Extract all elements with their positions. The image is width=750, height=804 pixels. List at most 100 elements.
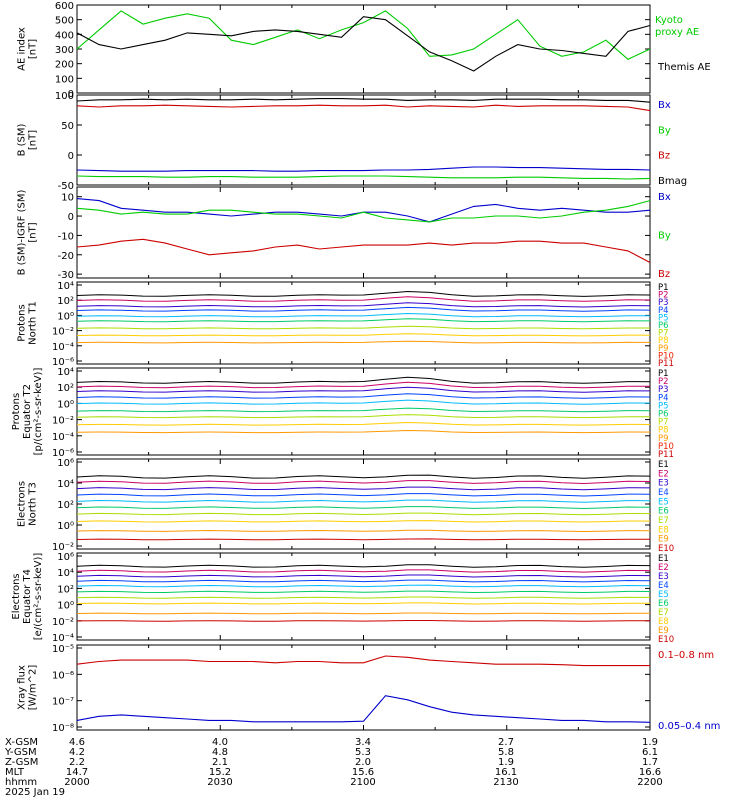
y-tick-label-4: 10⁻⁴ xyxy=(52,342,74,353)
legend-entry: Bx xyxy=(658,100,671,111)
y-tick-label-3: 0 xyxy=(68,212,74,223)
legend-entry: E9 xyxy=(658,626,669,636)
flux-channel-line xyxy=(76,499,651,503)
y-axis-label-5: [p/(cm²-s-sr-keV)] xyxy=(33,368,44,456)
footer-value-hhmm: 2030 xyxy=(207,777,232,788)
flux-channel-line xyxy=(76,569,651,573)
y-axis-label-2: [nT] xyxy=(28,130,39,150)
flux-channel-line xyxy=(76,302,651,308)
y-tick-label-4: 10⁴ xyxy=(57,281,74,292)
legend-entry: Bz xyxy=(658,269,670,280)
footer-row-label: hhmm xyxy=(5,777,37,788)
flux-channel-line xyxy=(76,579,651,583)
flux-channel-line xyxy=(76,538,650,541)
flux-channel-line xyxy=(76,596,651,599)
y-tick-label-5: 10⁻⁴ xyxy=(52,432,74,443)
flux-channel-line xyxy=(76,393,651,399)
legend-entry: E10 xyxy=(658,635,674,645)
y-axis-label-1: AE index xyxy=(17,27,28,71)
footer-row-label: MLT xyxy=(5,767,25,778)
series-line-bx xyxy=(76,198,651,223)
panel-frame-7 xyxy=(76,552,651,641)
flux-channel-line xyxy=(76,429,651,434)
footer-value-mlt: 15.2 xyxy=(209,767,231,778)
y-tick-label-1: 500 xyxy=(55,16,74,27)
footer-value-x_gsm: 4.0 xyxy=(212,737,228,748)
legend-entry: E2 xyxy=(658,563,669,573)
panel-frame-1 xyxy=(76,4,651,94)
y-tick-label-8: 10⁻⁸ xyxy=(52,723,74,734)
legend-entry: P9 xyxy=(658,434,669,444)
y-tick-label-5: 10⁴ xyxy=(57,367,74,378)
legend-entry: By xyxy=(658,231,671,242)
legend-entry: E7 xyxy=(658,516,669,526)
legend-entry: Bmag xyxy=(658,176,687,187)
y-tick-label-3: 10 xyxy=(61,193,74,204)
legend-entry: P2 xyxy=(658,291,669,301)
legend-entry: P3 xyxy=(658,385,669,395)
panel-frame-4 xyxy=(76,281,651,365)
flux-channel-line xyxy=(76,474,651,479)
series-line-by xyxy=(76,175,651,180)
flux-channel-line xyxy=(76,620,651,622)
footer-row-label: X-GSM xyxy=(5,737,38,748)
legend-entry: P10 xyxy=(658,351,674,361)
y-axis-label-4: North T1 xyxy=(28,301,39,345)
y-tick-label-6: 10⁴ xyxy=(57,479,74,490)
y-axis-label-5: Equator T2 xyxy=(22,384,33,439)
y-tick-label-7: 10⁴ xyxy=(57,568,74,579)
y-tick-label-1: 200 xyxy=(55,60,74,71)
flux-channel-line xyxy=(76,290,651,297)
series-line-kyoto-proxy-ae xyxy=(76,10,651,60)
y-axis-label-8: Xray flux xyxy=(17,665,28,710)
legend-entry: P10 xyxy=(658,442,674,452)
y-tick-label-3: -30 xyxy=(58,270,74,281)
y-axis-label-7: [e/(cm²-s-sr-keV)] xyxy=(33,553,44,641)
panel-frame-6 xyxy=(76,458,651,550)
flux-channel-line xyxy=(76,318,651,323)
footer-value-y_gsm: 5.8 xyxy=(498,747,514,758)
flux-channel-line xyxy=(76,520,651,523)
y-tick-label-1: 600 xyxy=(55,1,74,12)
legend-entry: E5 xyxy=(658,497,669,507)
y-tick-label-8: 10⁻⁵ xyxy=(52,644,74,655)
legend-entry: E9 xyxy=(658,535,669,545)
flux-channel-line xyxy=(76,376,651,384)
y-tick-label-7: 10⁻² xyxy=(52,617,74,628)
y-tick-label-3: -20 xyxy=(58,251,74,262)
legend-entry: P3 xyxy=(658,298,669,308)
y-tick-label-1: 100 xyxy=(55,74,74,85)
footer-value-mlt: 16.6 xyxy=(639,767,661,778)
y-tick-label-4: 10⁻² xyxy=(52,327,74,338)
legend-entry: Kyoto xyxy=(655,15,683,26)
legend-entry: P8 xyxy=(658,336,669,346)
y-tick-label-8: 10⁻⁷ xyxy=(52,697,74,708)
flux-channel-line xyxy=(76,602,650,605)
footer-value-z_gsm: 1.7 xyxy=(642,757,658,768)
legend-entry: E1 xyxy=(658,460,669,470)
y-tick-label-6: 10² xyxy=(57,500,74,511)
y-axis-label-6: Electrons xyxy=(17,481,28,527)
footer-value-mlt: 14.7 xyxy=(66,767,88,778)
legend-entry: E5 xyxy=(658,590,669,600)
legend-entry: By xyxy=(658,125,671,136)
y-tick-label-1: 0 xyxy=(68,89,74,100)
flux-channel-line xyxy=(76,590,651,594)
flux-channel-line xyxy=(76,612,650,615)
legend-entry: 0.05–0.4 nm xyxy=(658,721,720,732)
flux-channel-line xyxy=(76,312,651,318)
legend-entry: P5 xyxy=(658,313,669,323)
flux-channel-line xyxy=(76,340,651,344)
series-line-bz xyxy=(76,238,651,263)
flux-channel-line xyxy=(76,325,650,330)
series-line-by xyxy=(76,200,651,223)
legend-entry: P4 xyxy=(658,306,669,316)
legend-entry: P1 xyxy=(658,283,669,293)
legend-entry: E4 xyxy=(658,581,669,591)
legend-entry: E4 xyxy=(658,488,669,498)
flux-channel-line xyxy=(76,529,651,533)
y-tick-label-1: 300 xyxy=(55,45,74,56)
flux-channel-line xyxy=(76,414,650,419)
legend-entry: E7 xyxy=(658,608,669,618)
y-axis-label-6: North T3 xyxy=(28,482,39,526)
